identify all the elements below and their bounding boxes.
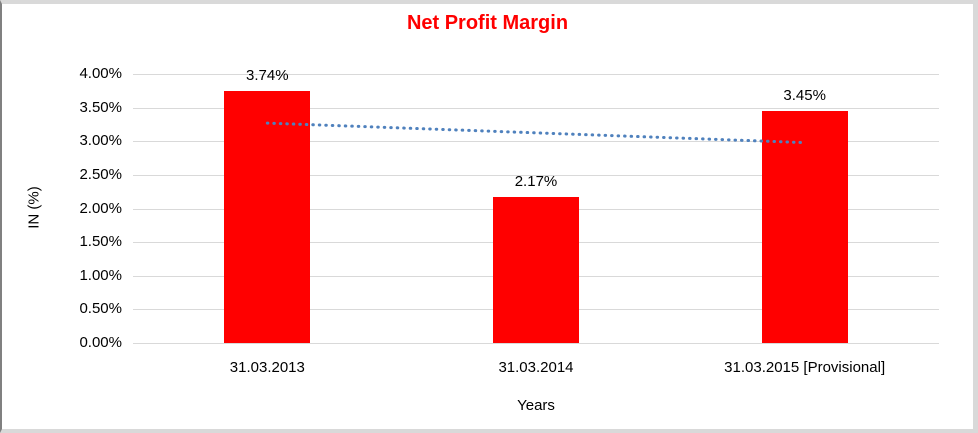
x-axis-tick-label: 31.03.2013	[229, 359, 305, 376]
gridline	[133, 107, 939, 109]
y-axis-tick-label: 2.00%	[79, 199, 122, 217]
y-axis-tick-label: 3.50%	[79, 98, 122, 116]
y-axis-tick-label: 3.00%	[79, 132, 122, 150]
chart-title: Net Profit Margin	[406, 12, 569, 34]
gridline	[133, 174, 939, 176]
y-axis-tick-label: 0.00%	[79, 334, 122, 351]
x-axis-tick-label: 31.03.2015 [Provisional]	[724, 359, 886, 376]
bar-value-label: 3.74%	[246, 67, 289, 85]
bar	[761, 110, 848, 343]
gridline	[133, 74, 939, 75]
bar-value-label: 3.45%	[783, 86, 826, 104]
x-axis-tick-label: 31.03.2014	[498, 359, 574, 376]
y-axis-tick-label: 1.00%	[79, 266, 122, 284]
bar	[224, 91, 311, 343]
y-axis-tick-label: 0.50%	[79, 300, 122, 318]
bar	[493, 197, 579, 343]
y-axis-tick-label: 2.50%	[79, 165, 122, 183]
gridline	[133, 343, 939, 344]
bar-value-label: 2.17%	[514, 173, 558, 191]
y-axis-tick-label: 4.00%	[79, 65, 122, 82]
x-axis-title: Years	[517, 397, 555, 414]
y-axis-tick-label: 1.50%	[79, 233, 122, 251]
